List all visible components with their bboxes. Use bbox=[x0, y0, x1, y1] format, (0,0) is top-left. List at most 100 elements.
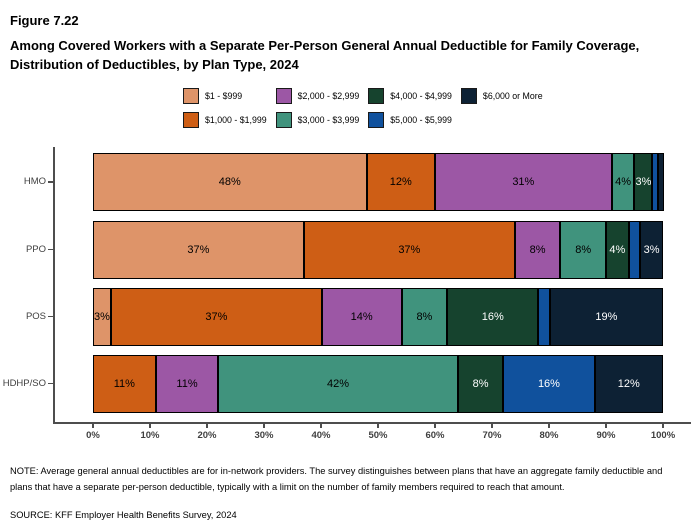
x-axis-tick-9 bbox=[605, 423, 607, 428]
bar-value-label: 42% bbox=[327, 377, 350, 390]
bar-segment-2-6: 19% bbox=[549, 287, 663, 346]
figure-title: Among Covered Workers with a Separate Pe… bbox=[10, 38, 640, 72]
legend-item-5: $5,000 - $5,999 bbox=[368, 111, 452, 128]
category-tick-1 bbox=[48, 248, 53, 251]
bar-value-label: 31% bbox=[512, 176, 535, 188]
bar-value-label: 11% bbox=[176, 377, 198, 390]
category-label-1: PPO bbox=[25, 243, 46, 255]
x-axis-tick-label-2: 20% bbox=[197, 430, 217, 441]
bar-segment-0-0: 48% bbox=[93, 153, 367, 211]
x-axis-tick-5 bbox=[377, 423, 379, 428]
bar-segment-1-2: 8% bbox=[514, 220, 561, 279]
x-axis-tick-4 bbox=[320, 423, 322, 428]
bar-segment-3-4: 8% bbox=[457, 354, 504, 413]
bar-segment-1-1: 37% bbox=[303, 220, 515, 279]
bar-value-label: 11% bbox=[113, 377, 135, 390]
x-axis-tick-label-8: 80% bbox=[539, 430, 559, 441]
bar-value-label: 4% bbox=[615, 176, 632, 188]
legend-label: $1,000 - $1,999 bbox=[205, 114, 267, 125]
bar-segment-0-6 bbox=[658, 153, 664, 211]
category-label-2: POS bbox=[25, 310, 46, 322]
figure-number: Figure 7.22 bbox=[10, 13, 79, 28]
bar-row-3: 11% 11% 42% 8% 16% 12% bbox=[93, 354, 663, 413]
bar-value-label: 48% bbox=[218, 176, 241, 188]
x-axis-tick-3 bbox=[263, 423, 265, 428]
bar-segment-3-3: 42% bbox=[218, 354, 458, 413]
legend-label: $4,000 - $4,999 bbox=[390, 90, 452, 101]
bar-value-label: 4% bbox=[609, 243, 626, 256]
legend-label: $2,000 - $2,999 bbox=[297, 90, 360, 101]
bar-segment-1-0: 37% bbox=[93, 220, 304, 279]
bar-value-label: 16% bbox=[481, 310, 504, 323]
x-axis-tick-1 bbox=[149, 423, 151, 428]
bar-segment-2-3: 8% bbox=[401, 287, 448, 346]
bar-value-label: 37% bbox=[205, 310, 228, 323]
legend-swatch-icon bbox=[275, 111, 292, 128]
bar-row-1: 37% 37% 8% 8% 4% 3% bbox=[93, 220, 663, 279]
bar-value-label: 19% bbox=[595, 310, 618, 323]
bar-segment-1-3: 8% bbox=[560, 220, 606, 279]
x-axis-tick-7 bbox=[491, 423, 493, 428]
x-axis-tick-label-7: 70% bbox=[482, 430, 502, 441]
chart-legend: $1 - $999 $1,000 - $1,999 $2,000 - $2,999 $… bbox=[183, 87, 543, 128]
legend-item-0: $1 - $999 bbox=[183, 87, 267, 104]
bar-segment-1-4: 4% bbox=[605, 220, 629, 279]
bar-value-label: 8% bbox=[529, 243, 546, 256]
bar-segment-2-2: 14% bbox=[321, 287, 402, 346]
x-axis-tick-6 bbox=[434, 423, 436, 428]
legend-item-4: $4,000 - $4,999 bbox=[368, 87, 452, 104]
bar-value-label: 8% bbox=[575, 243, 592, 256]
bar-value-label: 8% bbox=[472, 377, 489, 390]
bar-segment-2-0: 3% bbox=[93, 287, 111, 346]
x-axis-tick-2 bbox=[206, 423, 208, 428]
x-axis-tick-label-4: 40% bbox=[311, 430, 331, 441]
legend-label: $6,000 or More bbox=[482, 90, 543, 101]
legend-swatch-icon bbox=[183, 87, 199, 104]
category-label-0: HMO bbox=[23, 176, 46, 187]
legend-label: $1 - $999 bbox=[205, 90, 243, 101]
legend-item-3: $3,000 - $3,999 bbox=[275, 111, 360, 128]
x-axis-tick-label-9: 90% bbox=[596, 430, 616, 441]
bar-row-2: 3% 37% 14% 8% 16% 19% bbox=[93, 287, 663, 346]
legend-label: $5,000 - $5,999 bbox=[390, 114, 452, 125]
bar-segment-2-4: 16% bbox=[447, 287, 539, 346]
x-axis-tick-10 bbox=[662, 423, 664, 428]
legend-item-2: $2,000 - $2,999 bbox=[275, 87, 360, 104]
legend-label: $3,000 - $3,999 bbox=[297, 114, 360, 125]
bar-value-label: 14% bbox=[350, 310, 373, 323]
x-axis-tick-label-6: 60% bbox=[425, 430, 445, 441]
x-axis-tick-label-0: 0% bbox=[86, 430, 100, 441]
bar-value-label: 8% bbox=[416, 310, 433, 323]
bar-segment-0-2: 31% bbox=[434, 153, 612, 211]
bar-segment-2-5 bbox=[538, 287, 550, 346]
bar-segment-3-6: 12% bbox=[594, 354, 663, 413]
bar-value-label: 3% bbox=[643, 243, 660, 256]
bar-value-label: 16% bbox=[537, 377, 560, 390]
legend-item-6: $6,000 or More bbox=[460, 87, 543, 104]
bar-value-label: 37% bbox=[398, 243, 421, 256]
x-axis-tick-label-5: 50% bbox=[368, 430, 388, 441]
bar-segment-0-3: 4% bbox=[611, 153, 635, 211]
legend-swatch-icon bbox=[460, 87, 477, 104]
note-text: NOTE: Average general annual deductibles… bbox=[10, 466, 663, 492]
category-tick-0 bbox=[48, 181, 53, 183]
x-axis-tick-label-1: 10% bbox=[140, 430, 160, 441]
bar-segment-2-1: 37% bbox=[110, 287, 322, 346]
x-axis-tick-0 bbox=[92, 423, 94, 428]
category-label-3: HDHP/SO bbox=[2, 377, 46, 389]
bar-segment-1-5 bbox=[628, 220, 641, 279]
bar-row-0: 48% 12% 31% 4% 3% bbox=[93, 153, 664, 211]
x-axis-tick-label-3: 30% bbox=[254, 430, 274, 441]
category-tick-2 bbox=[48, 315, 53, 318]
legend-item-1: $1,000 - $1,999 bbox=[183, 111, 267, 128]
legend-swatch-icon bbox=[275, 87, 292, 104]
category-tick-3 bbox=[48, 382, 53, 385]
bar-segment-1-6: 3% bbox=[640, 220, 663, 279]
legend-swatch-icon bbox=[368, 111, 385, 128]
bar-value-label: 12% bbox=[389, 176, 412, 188]
y-axis-line bbox=[53, 147, 55, 423]
bar-value-label: 3% bbox=[94, 310, 110, 323]
bar-segment-3-5: 16% bbox=[503, 354, 595, 413]
bar-value-label: 12% bbox=[617, 377, 640, 390]
